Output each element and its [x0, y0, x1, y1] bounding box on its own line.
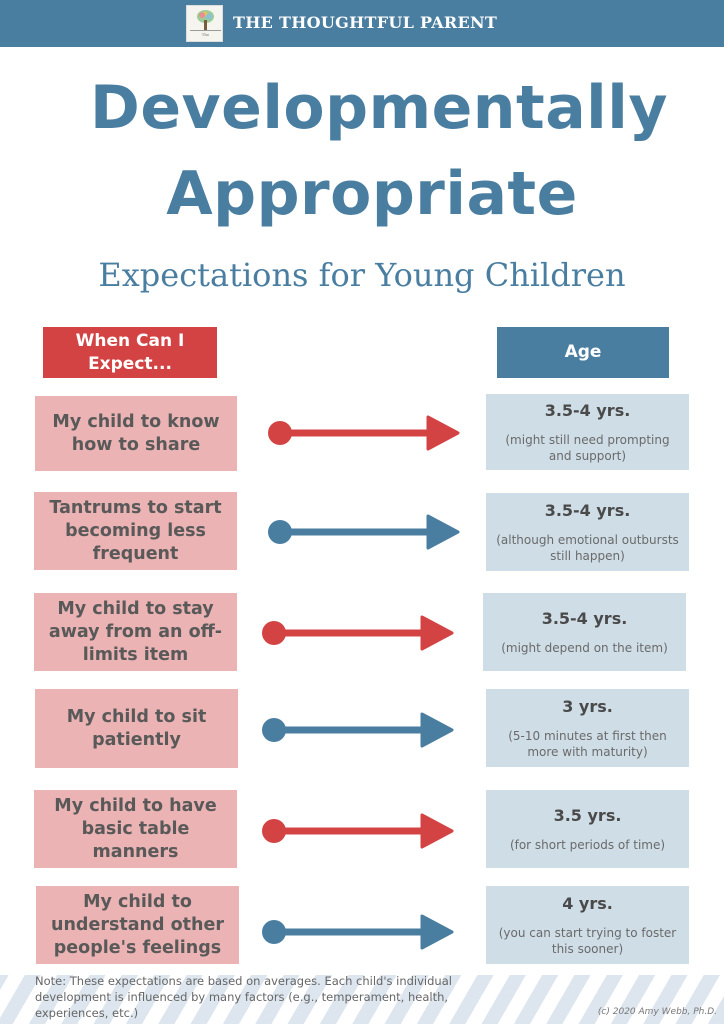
- logo-divider: [190, 30, 221, 31]
- page-subtitle: Expectations for Young Children: [98, 256, 626, 294]
- arrow-right-icon: [262, 914, 454, 950]
- logo-text: The Thoughtful Parent: [201, 32, 210, 37]
- age-note: (might still need prompting and support): [505, 433, 670, 463]
- age-note: (although emotional outbursts still happ…: [496, 533, 679, 563]
- arrow-right-icon: [268, 514, 460, 550]
- age-value: 3.5 yrs.: [553, 806, 622, 825]
- age-note: (5-10 minutes at first then more with ma…: [508, 729, 667, 759]
- brand-name: THE THOUGHTFUL PARENT: [233, 13, 498, 32]
- expectation-box: My child to have basic table manners: [34, 790, 237, 868]
- age-box: 4 yrs. (you can start trying to foster t…: [486, 886, 689, 964]
- logo-tree-icon: The Thoughtful Parent: [186, 5, 223, 42]
- copyright: (c) 2020 Amy Webb, Ph.D.: [597, 1007, 717, 1017]
- age-value: 3 yrs.: [562, 697, 613, 716]
- age-value: 3.5-4 yrs.: [541, 609, 628, 628]
- age-box: 3.5-4 yrs. (although emotional outbursts…: [486, 493, 689, 571]
- expectation-box: My child to stay away from an off-limits…: [34, 593, 237, 671]
- age-box: 3.5 yrs. (for short periods of time): [486, 790, 689, 868]
- expectation-box: Tantrums to start becoming less frequent: [34, 492, 237, 570]
- arrow-right-icon: [268, 415, 460, 451]
- age-note: (you can start trying to foster this soo…: [498, 926, 677, 956]
- column-header-expectation: When Can I Expect...: [43, 327, 217, 378]
- expectation-box: My child to sit patiently: [35, 689, 238, 768]
- footnote: Note: These expectations are based on av…: [35, 974, 452, 1020]
- column-header-age: Age: [497, 327, 669, 378]
- age-note: (might depend on the item): [501, 641, 668, 655]
- age-value: 3.5-4 yrs.: [544, 401, 631, 420]
- header-bar: The Thoughtful Parent THE THOUGHTFUL PAR…: [0, 0, 724, 47]
- expectation-box: My child to understand other people's fe…: [36, 886, 239, 964]
- age-box: 3.5-4 yrs. (might depend on the item): [483, 593, 686, 671]
- age-note: (for short periods of time): [509, 838, 666, 852]
- arrow-right-icon: [262, 813, 454, 849]
- age-value: 3.5-4 yrs.: [544, 501, 631, 520]
- age-value: 4 yrs.: [562, 894, 613, 913]
- decorative-stripes: [0, 975, 724, 1024]
- tree-trunk-icon: [204, 20, 207, 30]
- expectation-box: My child to know how to share: [35, 396, 237, 471]
- age-box: 3 yrs. (5-10 minutes at first then more …: [486, 689, 689, 767]
- arrow-right-icon: [262, 712, 454, 748]
- page-title-line2: Appropriate: [166, 159, 578, 229]
- page-title-line1: Developmentally: [90, 73, 668, 143]
- arrow-right-icon: [262, 615, 454, 651]
- age-box: 3.5-4 yrs. (might still need prompting a…: [486, 394, 689, 470]
- tree-crown-icon: [197, 10, 214, 23]
